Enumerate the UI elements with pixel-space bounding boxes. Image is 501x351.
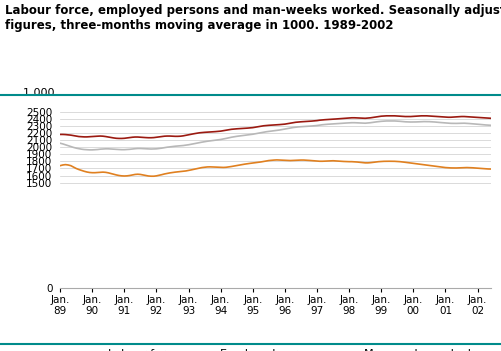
Employed persons	[488, 123, 494, 127]
Labour force	[384, 114, 390, 118]
Line: Man-weeks worked: Man-weeks worked	[60, 160, 491, 176]
Labour force	[116, 136, 122, 140]
Man-weeks worked	[199, 165, 205, 170]
Man-weeks worked	[346, 160, 352, 164]
Labour force	[57, 132, 63, 137]
Labour force	[344, 116, 350, 120]
Labour force	[488, 116, 494, 120]
Labour force	[405, 114, 411, 119]
Line: Employed persons: Employed persons	[60, 121, 491, 150]
Employed persons	[87, 148, 93, 152]
Employed persons	[344, 121, 350, 125]
Man-weeks worked	[408, 161, 414, 165]
Text: 1 000: 1 000	[24, 88, 55, 98]
Legend: Labour force, Employed persons, Man-weeks worked: Labour force, Employed persons, Man-week…	[76, 344, 475, 351]
Line: Labour force: Labour force	[60, 116, 491, 138]
Employed persons	[405, 120, 411, 124]
Man-weeks worked	[201, 165, 207, 169]
Employed persons	[201, 140, 207, 144]
Labour force	[408, 114, 414, 119]
Man-weeks worked	[488, 167, 494, 171]
Man-weeks worked	[274, 158, 280, 162]
Text: Labour force, employed persons and man-weeks worked. Seasonally adjusted
figures: Labour force, employed persons and man-w…	[5, 4, 501, 32]
Employed persons	[408, 120, 414, 124]
Man-weeks worked	[57, 164, 63, 168]
Employed persons	[97, 147, 103, 151]
Man-weeks worked	[95, 170, 101, 174]
Employed persons	[384, 119, 390, 123]
Man-weeks worked	[148, 174, 154, 178]
Employed persons	[199, 140, 205, 144]
Labour force	[95, 134, 101, 138]
Labour force	[201, 130, 207, 134]
Man-weeks worked	[405, 160, 411, 165]
Labour force	[199, 131, 205, 135]
Employed persons	[57, 141, 63, 145]
